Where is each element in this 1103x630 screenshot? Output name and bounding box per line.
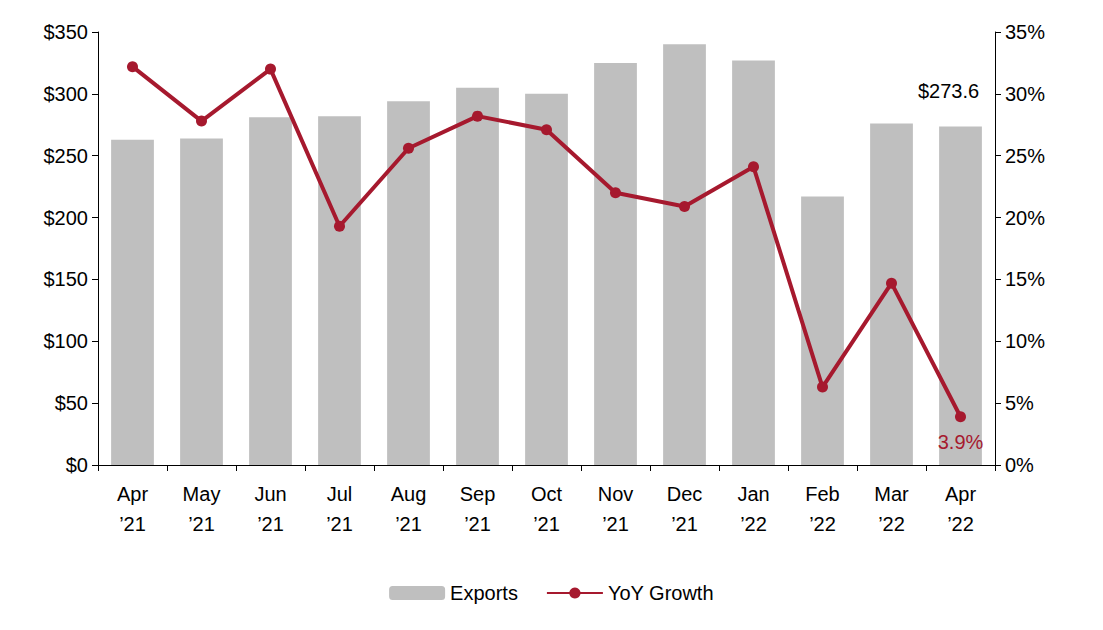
svg-text:20%: 20% [1005,207,1045,229]
svg-text:YoY Growth: YoY Growth [608,582,714,604]
svg-text:$300: $300 [44,83,89,105]
svg-text:$350: $350 [44,21,89,43]
svg-text:May: May [183,483,221,505]
svg-text:3.9%: 3.9% [938,431,984,453]
svg-text:’22: ’22 [878,513,905,535]
svg-text:$50: $50 [55,392,88,414]
svg-text:30%: 30% [1005,83,1045,105]
svg-text:’21: ’21 [395,513,422,535]
svg-text:0%: 0% [1005,454,1034,476]
svg-text:$250: $250 [44,145,89,167]
svg-text:Jan: Jan [737,483,769,505]
svg-text:’22: ’22 [740,513,767,535]
svg-text:Mar: Mar [874,483,909,505]
svg-text:Feb: Feb [805,483,839,505]
svg-text:$100: $100 [44,330,89,352]
svg-text:$273.6: $273.6 [918,80,979,102]
svg-text:’21: ’21 [533,513,560,535]
svg-text:’21: ’21 [119,513,146,535]
svg-text:Sep: Sep [460,483,496,505]
svg-text:Jul: Jul [327,483,353,505]
svg-text:’22: ’22 [809,513,836,535]
svg-text:Exports: Exports [450,582,518,604]
svg-text:5%: 5% [1005,392,1034,414]
svg-text:’21: ’21 [602,513,629,535]
svg-text:35%: 35% [1005,21,1045,43]
svg-text:Dec: Dec [667,483,703,505]
svg-text:Oct: Oct [531,483,563,505]
svg-text:15%: 15% [1005,268,1045,290]
svg-text:10%: 10% [1005,330,1045,352]
svg-text:$200: $200 [44,207,89,229]
svg-text:$150: $150 [44,268,89,290]
svg-text:$0: $0 [66,454,88,476]
svg-text:Nov: Nov [598,483,634,505]
svg-text:’21: ’21 [188,513,215,535]
svg-text:Jun: Jun [254,483,286,505]
svg-text:25%: 25% [1005,145,1045,167]
svg-text:’21: ’21 [326,513,353,535]
svg-text:Apr: Apr [945,483,976,505]
svg-text:’21: ’21 [257,513,284,535]
svg-text:Apr: Apr [117,483,148,505]
svg-text:’22: ’22 [947,513,974,535]
svg-text:’21: ’21 [464,513,491,535]
svg-text:’21: ’21 [671,513,698,535]
svg-text:Aug: Aug [391,483,427,505]
